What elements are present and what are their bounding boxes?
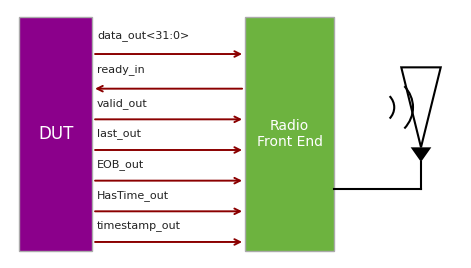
Text: HasTime_out: HasTime_out (97, 190, 169, 201)
Text: data_out<31:0>: data_out<31:0> (97, 30, 189, 41)
Polygon shape (411, 147, 431, 162)
Text: last_out: last_out (97, 129, 141, 139)
Text: DUT: DUT (38, 125, 73, 143)
Text: timestamp_out: timestamp_out (97, 221, 181, 232)
Text: valid_out: valid_out (97, 98, 148, 109)
Text: EOB_out: EOB_out (97, 159, 144, 170)
Text: ready_in: ready_in (97, 65, 145, 76)
Text: Radio
Front End: Radio Front End (257, 119, 323, 149)
FancyBboxPatch shape (19, 17, 92, 251)
FancyBboxPatch shape (245, 17, 334, 251)
Polygon shape (401, 67, 441, 147)
